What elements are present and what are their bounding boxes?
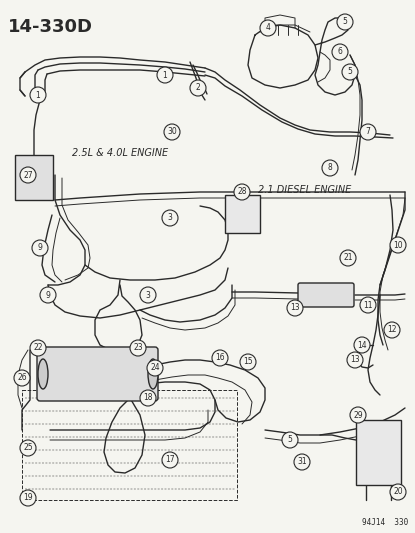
Text: 9: 9 bbox=[38, 244, 42, 253]
Text: 10: 10 bbox=[393, 240, 403, 249]
Text: 5: 5 bbox=[342, 18, 347, 27]
Text: 31: 31 bbox=[297, 457, 307, 466]
Text: 28: 28 bbox=[237, 188, 247, 197]
Circle shape bbox=[147, 360, 163, 376]
Circle shape bbox=[190, 80, 206, 96]
Text: 5: 5 bbox=[288, 435, 293, 445]
Circle shape bbox=[130, 340, 146, 356]
Text: 13: 13 bbox=[350, 356, 360, 365]
Circle shape bbox=[164, 124, 180, 140]
Circle shape bbox=[282, 432, 298, 448]
Circle shape bbox=[340, 250, 356, 266]
Text: 8: 8 bbox=[327, 164, 332, 173]
Circle shape bbox=[354, 337, 370, 353]
Circle shape bbox=[337, 14, 353, 30]
Text: 22: 22 bbox=[33, 343, 43, 352]
Circle shape bbox=[140, 390, 156, 406]
FancyBboxPatch shape bbox=[15, 155, 53, 200]
Circle shape bbox=[30, 87, 46, 103]
Text: 14: 14 bbox=[357, 341, 367, 350]
FancyBboxPatch shape bbox=[37, 347, 158, 401]
FancyBboxPatch shape bbox=[356, 420, 401, 485]
Text: 18: 18 bbox=[143, 393, 153, 402]
Text: 13: 13 bbox=[290, 303, 300, 312]
Ellipse shape bbox=[38, 359, 48, 389]
Circle shape bbox=[390, 237, 406, 253]
Circle shape bbox=[140, 287, 156, 303]
Text: 30: 30 bbox=[167, 127, 177, 136]
Text: 20: 20 bbox=[393, 488, 403, 497]
Text: 17: 17 bbox=[165, 456, 175, 464]
Circle shape bbox=[240, 354, 256, 370]
Text: 2: 2 bbox=[195, 84, 200, 93]
Circle shape bbox=[332, 44, 348, 60]
Circle shape bbox=[162, 452, 178, 468]
Circle shape bbox=[260, 20, 276, 36]
Circle shape bbox=[20, 490, 36, 506]
Circle shape bbox=[342, 64, 358, 80]
Text: 5: 5 bbox=[348, 68, 352, 77]
Text: 16: 16 bbox=[215, 353, 225, 362]
Text: 21: 21 bbox=[343, 254, 353, 262]
Circle shape bbox=[32, 240, 48, 256]
Text: 3: 3 bbox=[146, 290, 151, 300]
Circle shape bbox=[20, 440, 36, 456]
Text: 2.1 DIESEL ENGINE: 2.1 DIESEL ENGINE bbox=[258, 185, 351, 195]
Circle shape bbox=[322, 160, 338, 176]
Circle shape bbox=[157, 67, 173, 83]
Circle shape bbox=[384, 322, 400, 338]
Text: 12: 12 bbox=[387, 326, 397, 335]
FancyBboxPatch shape bbox=[225, 195, 260, 233]
Circle shape bbox=[390, 484, 406, 500]
Circle shape bbox=[162, 210, 178, 226]
Text: 4: 4 bbox=[266, 23, 271, 33]
Text: 94J14  330: 94J14 330 bbox=[362, 518, 408, 527]
Text: 1: 1 bbox=[36, 91, 40, 100]
Text: 27: 27 bbox=[23, 171, 33, 180]
Text: 11: 11 bbox=[363, 301, 373, 310]
Text: 26: 26 bbox=[17, 374, 27, 383]
Circle shape bbox=[234, 184, 250, 200]
Text: 2.5L & 4.0L ENGINE: 2.5L & 4.0L ENGINE bbox=[72, 148, 168, 158]
Text: 14-330D: 14-330D bbox=[8, 18, 93, 36]
Text: 19: 19 bbox=[23, 494, 33, 503]
Circle shape bbox=[30, 340, 46, 356]
Circle shape bbox=[14, 370, 30, 386]
Circle shape bbox=[360, 297, 376, 313]
Text: 1: 1 bbox=[163, 70, 167, 79]
Circle shape bbox=[360, 124, 376, 140]
Text: 9: 9 bbox=[46, 290, 51, 300]
Circle shape bbox=[287, 300, 303, 316]
Ellipse shape bbox=[148, 359, 158, 389]
Text: 24: 24 bbox=[150, 364, 160, 373]
Circle shape bbox=[347, 352, 363, 368]
Text: 25: 25 bbox=[23, 443, 33, 453]
Circle shape bbox=[20, 167, 36, 183]
Circle shape bbox=[294, 454, 310, 470]
Text: 29: 29 bbox=[353, 410, 363, 419]
Circle shape bbox=[40, 287, 56, 303]
Circle shape bbox=[212, 350, 228, 366]
Text: 6: 6 bbox=[337, 47, 342, 56]
Text: 23: 23 bbox=[133, 343, 143, 352]
Circle shape bbox=[350, 407, 366, 423]
Text: 15: 15 bbox=[243, 358, 253, 367]
Text: 3: 3 bbox=[168, 214, 173, 222]
Text: 7: 7 bbox=[366, 127, 371, 136]
FancyBboxPatch shape bbox=[298, 283, 354, 307]
